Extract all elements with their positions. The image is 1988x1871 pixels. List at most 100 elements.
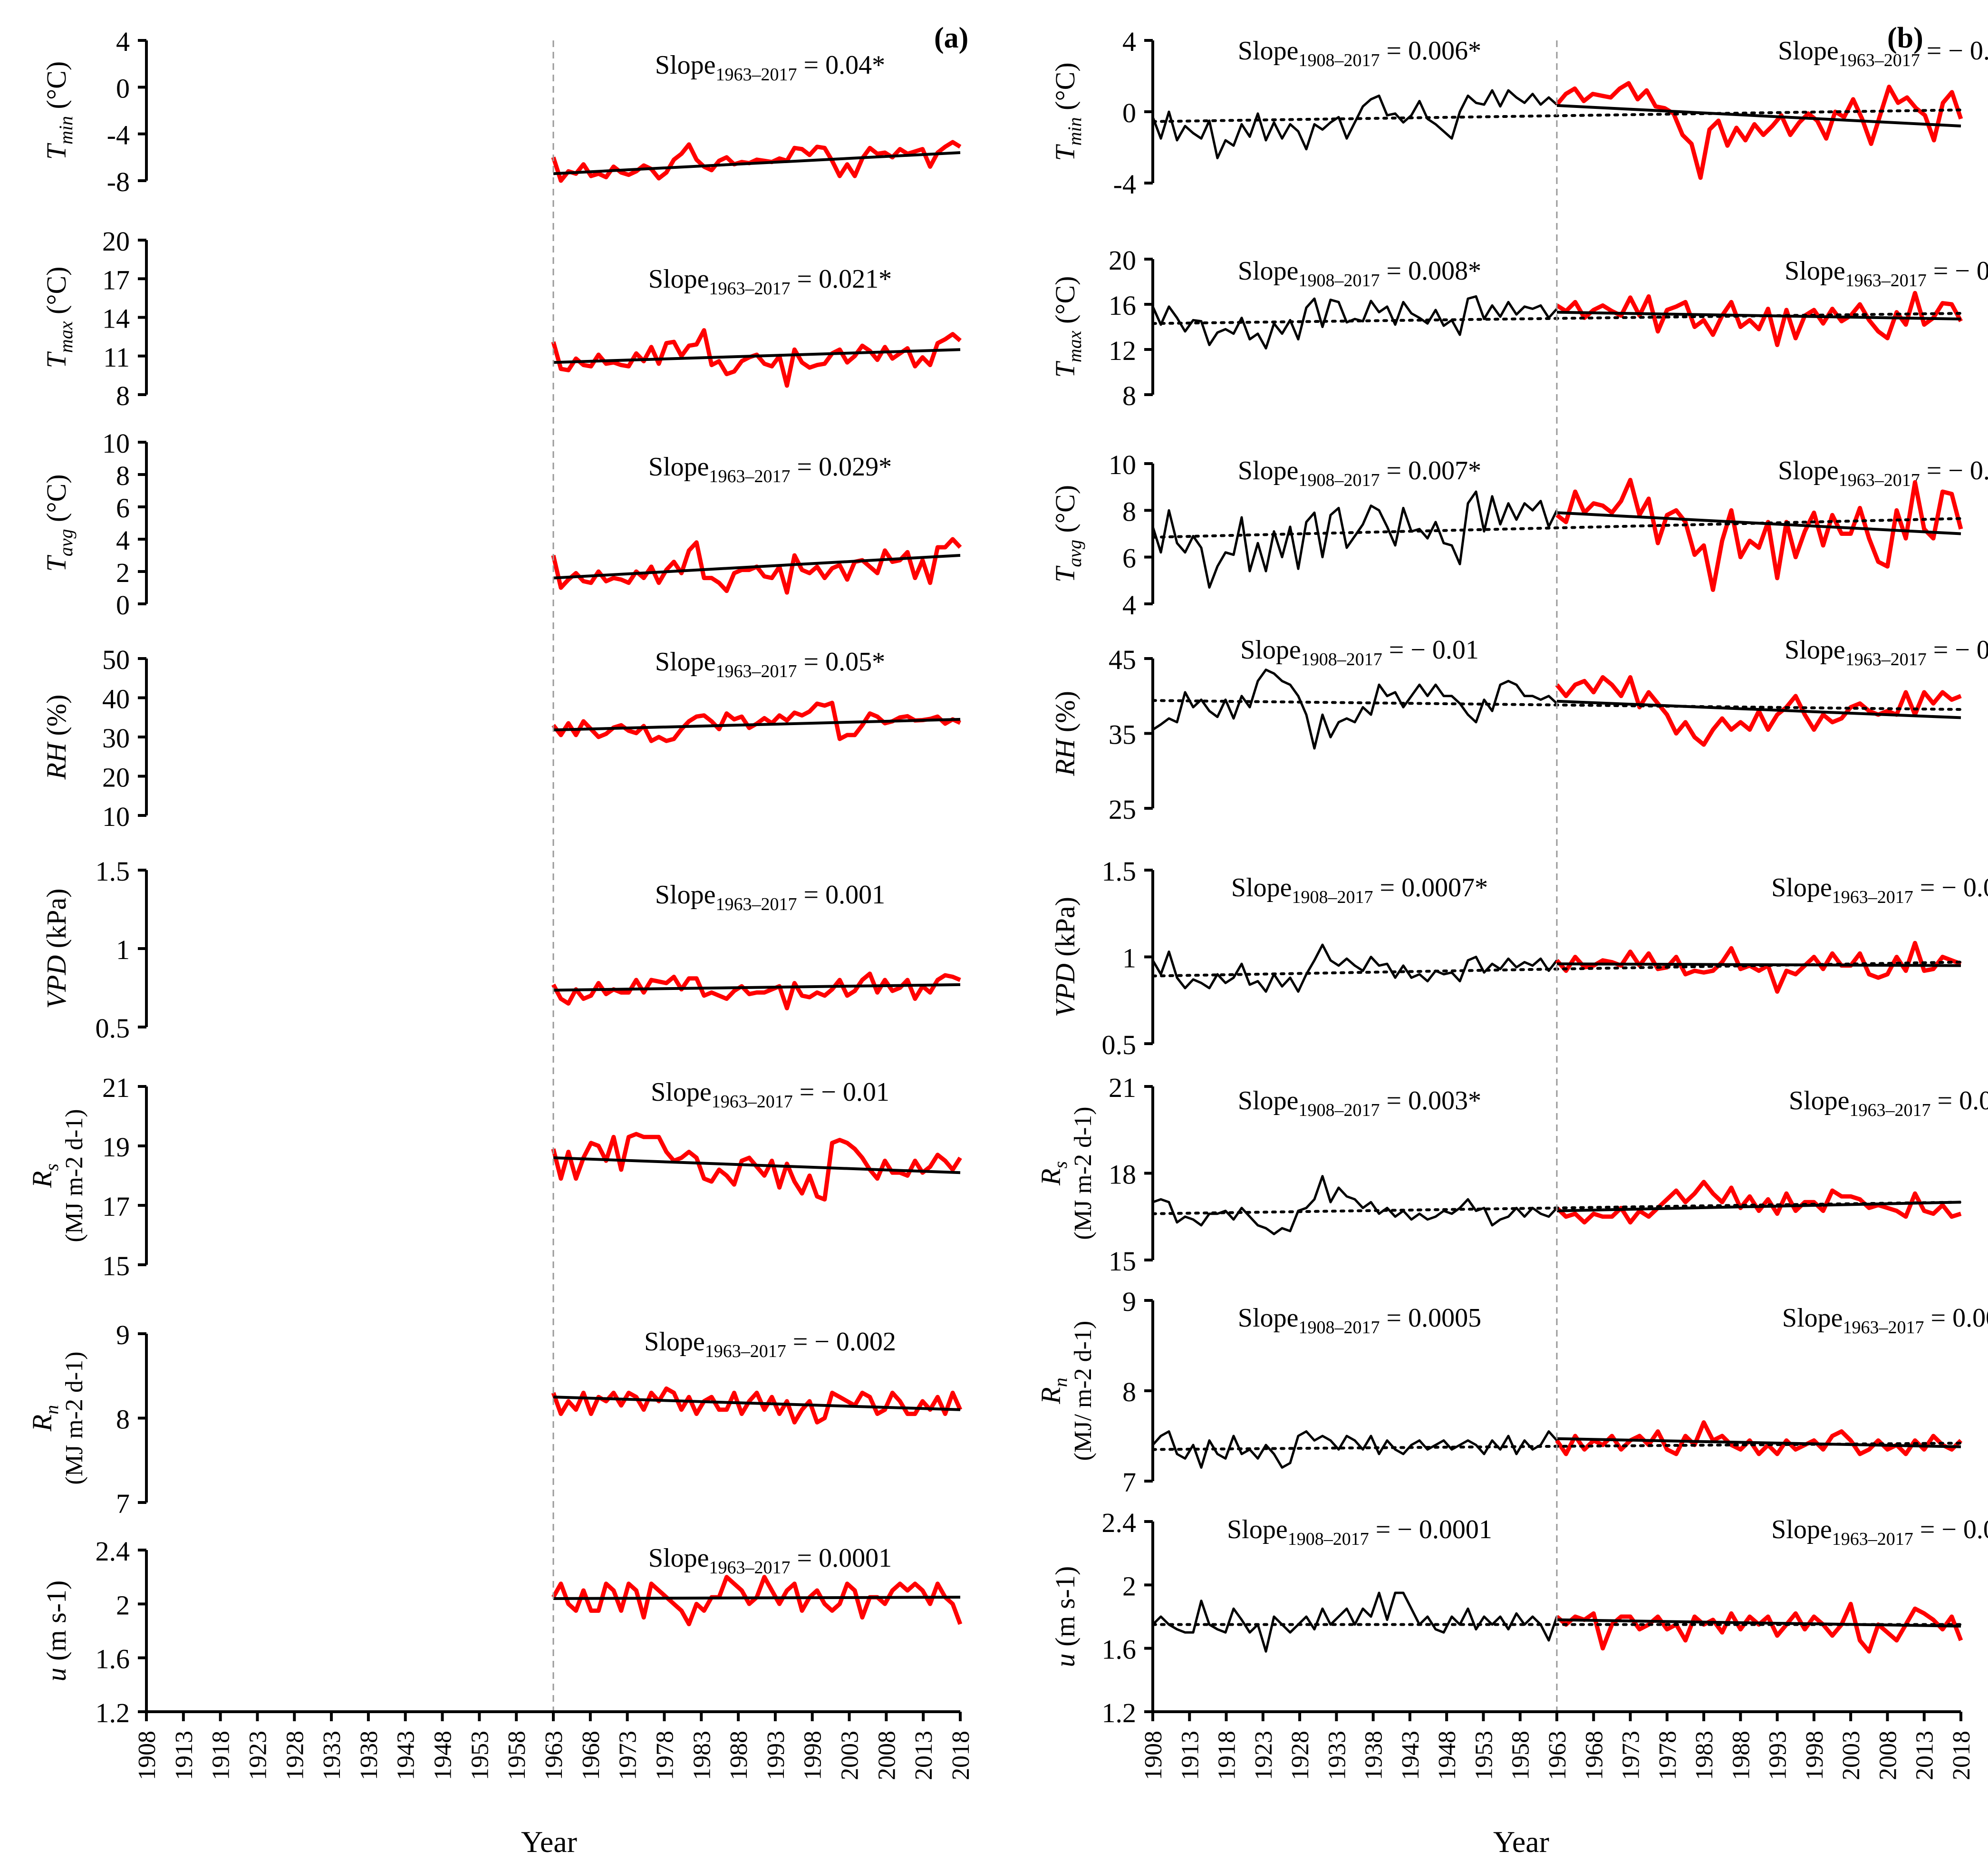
slope-value: = − 0.01 <box>1382 635 1479 665</box>
trend-line <box>553 1396 961 1411</box>
slope-word: Slope <box>1238 256 1299 286</box>
y-tick-label: 1.6 <box>96 1644 130 1675</box>
y-tick-label: 25 <box>1109 794 1136 825</box>
y-axis-title-text: u (m s-1) <box>41 1580 72 1682</box>
y-tick-label: 1.2 <box>1102 1697 1137 1728</box>
y-axis-title-text: VPD (kPa) <box>41 889 72 1009</box>
series-line-1963-2017 <box>551 1386 963 1425</box>
y-axis-title-main: R <box>1035 1387 1066 1404</box>
y-tick-label: 1 <box>1122 943 1136 974</box>
x-tick-label: 1908 <box>134 1731 161 1780</box>
slope-period: 1908–2017 <box>1298 1318 1380 1338</box>
x-tick-label: 1978 <box>1654 1731 1681 1780</box>
x-tick-label: 2018 <box>1948 1731 1975 1780</box>
y-axis-title-main: VPD <box>41 955 72 1009</box>
slope-word: Slope <box>1782 1303 1843 1333</box>
slope-word: Slope <box>648 1543 709 1573</box>
y-axis-title: Tavg (°C) <box>41 474 77 572</box>
x-tick-label: 2008 <box>873 1731 900 1780</box>
slope-value: = 0.021* <box>790 264 892 294</box>
slope-word: Slope <box>1789 1086 1850 1115</box>
y-axis-title: u (m s-1) <box>41 1580 72 1682</box>
x-tick-label: 1968 <box>1581 1731 1608 1780</box>
x-tick-label: 1953 <box>466 1731 493 1780</box>
trend-line <box>553 554 961 580</box>
x-tick-label: 1913 <box>171 1731 198 1780</box>
y-tick-label: 0 <box>1122 97 1136 128</box>
slope-period: 1963–2017 <box>1849 1100 1930 1120</box>
x-axis-title-b: Year <box>1493 1825 1549 1859</box>
y-axis-title-text: RH (%) <box>1050 691 1081 776</box>
y-tick-label: 0.5 <box>96 1013 130 1044</box>
y-axis-title-text: u (m s-1) <box>1050 1566 1081 1667</box>
x-tick-label: 1938 <box>1361 1731 1388 1780</box>
y-tick-label: 17 <box>102 1191 130 1222</box>
slope-value: = − 0.002 <box>786 1327 896 1357</box>
y-axis-title: Tavg (°C) <box>1050 485 1085 582</box>
slope-annotation: Slope1963–2017 = 0.05* <box>655 647 885 681</box>
subplot-b-u: 2.421.61.2u (m s-1)Slope1908–2017 = − 0.… <box>1050 1507 1988 1728</box>
y-tick-label: 4 <box>1122 590 1136 620</box>
slope-annotation: Slope1908–2017 = 0.0005 <box>1238 1303 1481 1338</box>
y-tick-label: 1.5 <box>96 856 130 887</box>
slope-value: = − 0.01 <box>1927 256 1988 286</box>
slope-value: = 0.001 <box>797 880 885 910</box>
slope-annotation: Slope1963–2017 = − 0.01 <box>651 1077 889 1112</box>
slope-period: 1908–2017 <box>1298 470 1380 490</box>
x-tick-label: 1918 <box>1214 1731 1241 1780</box>
slope-annotation: Slope1963–2017 = − 0.002 <box>644 1327 896 1361</box>
slope-value: = − 0.02* <box>1920 36 1988 66</box>
y-tick-label: 15 <box>1109 1246 1136 1277</box>
y-axis-title-main: T <box>41 351 72 368</box>
slope-value: = 0.029* <box>790 452 892 482</box>
slope-annotation: Slope1908–2017 = 0.007* <box>1238 456 1481 490</box>
slope-value: = 0.007* <box>1380 456 1481 485</box>
slope-period: 1963–2017 <box>1839 50 1920 70</box>
x-tick-label: 1998 <box>1801 1731 1828 1780</box>
y-axis-title-text: Tmin (°C) <box>1050 62 1085 161</box>
trend-line <box>553 151 961 175</box>
y-axis-title-text: Tmax (°C) <box>41 267 77 368</box>
y-axis-title-main: R <box>27 1415 58 1432</box>
x-tick-label: 1968 <box>578 1731 605 1780</box>
slope-annotation: Slope1963–2017 = 0.0001 <box>648 1543 892 1578</box>
y-tick-label: 1.2 <box>96 1697 130 1728</box>
y-axis-title-main: R <box>1035 1169 1066 1186</box>
y-axis-title-main: u <box>1050 1653 1081 1667</box>
trend-line <box>553 1156 961 1174</box>
x-tick-label: 1958 <box>503 1731 531 1780</box>
x-tick-label: 1923 <box>1250 1731 1277 1780</box>
y-tick-label: 20 <box>102 226 130 257</box>
y-axis-title-sub: max <box>1064 330 1085 362</box>
y-axis-title-unit: (°C) <box>1050 62 1081 117</box>
series-line-1908-1963 <box>1152 1430 1558 1469</box>
y-axis-title-unit: (%) <box>1050 691 1081 739</box>
y-tick-label: 21 <box>102 1072 130 1103</box>
y-tick-label: 8 <box>1122 496 1136 527</box>
slope-annotation: Slope1963–2017 = − 0.03 <box>1785 635 1988 669</box>
slope-value: = − 0.01 <box>793 1077 889 1107</box>
series-line-1908-1963 <box>1152 1591 1558 1653</box>
x-tick-label: 1993 <box>762 1731 790 1780</box>
slope-word: Slope <box>655 880 716 910</box>
y-axis-title-main: R <box>27 1171 58 1188</box>
slope-value: = − 0.02* <box>1920 456 1988 485</box>
slope-period: 1963–2017 <box>1845 271 1927 291</box>
subplot-a-vpd: 1.5 1 0.5 VPD (kPa) Slope1963–2017 = 0.001 <box>41 856 961 1044</box>
slope-period: 1963–2017 <box>1832 1529 1913 1549</box>
trend-line-solid <box>1556 1618 1961 1628</box>
subplot-a-u: 2.4 2 1.6 1.2 u (m s-1) Slope1963–2017 = 0.00… <box>41 1536 963 1728</box>
trend-line-dotted <box>1151 108 1962 123</box>
subplot-a-tmin: 4 0 -4 -8 Tmin (°C) Slope1963–2017 = 0.04* <box>41 26 962 197</box>
slope-annotation: Slope1908–2017 = 0.008* <box>1238 256 1481 291</box>
trend-line <box>553 348 961 364</box>
x-tick-label: 2003 <box>1838 1731 1865 1780</box>
x-tick-label: 1998 <box>800 1731 827 1780</box>
y-axis-title-unit: (°C) <box>1050 276 1081 331</box>
slope-period: 1963–2017 <box>1839 470 1920 490</box>
y-axis-title-sub: min <box>1064 117 1085 145</box>
y-tick-label: 10 <box>102 428 130 459</box>
y-tick-label: 1 <box>116 934 130 965</box>
panel-label-a: (a) <box>934 22 968 54</box>
